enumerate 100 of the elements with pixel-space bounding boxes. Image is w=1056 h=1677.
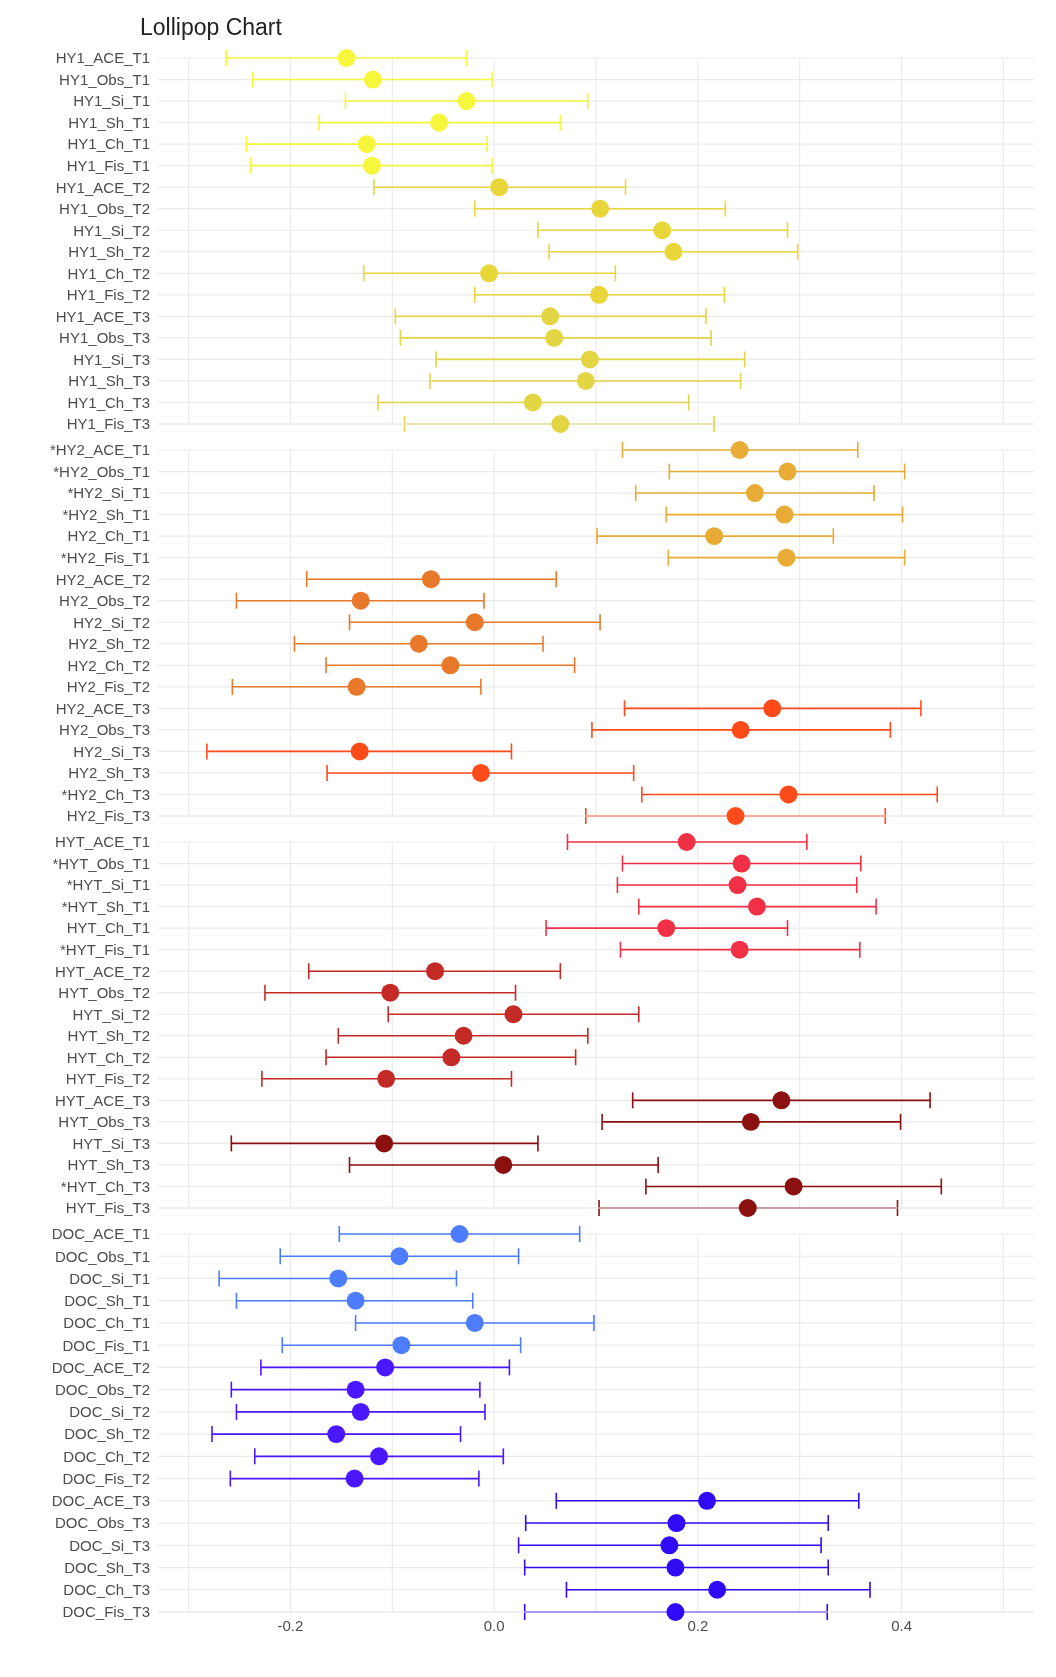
y-tick-label: DOC_Sh_T2 bbox=[64, 1425, 150, 1443]
y-tick-label: HY1_Obs_T3 bbox=[59, 329, 150, 347]
point bbox=[551, 415, 570, 433]
y-tick-label: HY2_Ch_T1 bbox=[67, 527, 150, 545]
x-tick-label: 0.2 bbox=[687, 1616, 709, 1634]
y-tick-label: *HY2_Fis_T1 bbox=[60, 548, 150, 566]
point bbox=[730, 940, 749, 959]
point bbox=[351, 591, 370, 610]
y-tick-label: DOC_ACE_T2 bbox=[51, 1358, 150, 1376]
point bbox=[591, 199, 610, 218]
y-tick-label: HYT_ACE_T1 bbox=[54, 833, 150, 851]
y-tick-label: DOC_ACE_T3 bbox=[51, 1492, 150, 1510]
y-tick-label: HY2_Si_T2 bbox=[73, 613, 150, 631]
y-tick-label: HY2_Fis_T2 bbox=[66, 678, 150, 696]
chart-title: Lollipop Chart bbox=[139, 13, 283, 42]
x-tick-label: 0.0 bbox=[483, 1616, 505, 1634]
point bbox=[450, 1225, 469, 1243]
y-tick-label: DOC_Ch_T1 bbox=[63, 1314, 150, 1332]
y-tick-label: *HYT_Obs_T1 bbox=[52, 854, 150, 872]
point bbox=[726, 807, 745, 825]
y-tick-label: HY1_Fis_T2 bbox=[66, 286, 150, 304]
point bbox=[660, 1536, 679, 1555]
y-tick-label: HYT_Obs_T3 bbox=[58, 1113, 150, 1131]
y-tick-label: HY2_Obs_T3 bbox=[59, 721, 150, 739]
point bbox=[351, 1402, 370, 1421]
y-tick-label: *HYT_Fis_T1 bbox=[59, 940, 150, 958]
y-tick-label: HY1_Ch_T2 bbox=[67, 264, 150, 282]
point bbox=[471, 763, 490, 782]
point bbox=[390, 1247, 409, 1266]
point bbox=[375, 1134, 394, 1153]
y-tick-label: *HYT_Sh_T1 bbox=[61, 897, 150, 915]
point bbox=[329, 1269, 348, 1288]
point bbox=[763, 699, 782, 718]
point bbox=[653, 221, 672, 240]
point bbox=[465, 613, 484, 632]
y-tick-label: DOC_Sh_T1 bbox=[64, 1292, 150, 1310]
x-tick-label: 0.4 bbox=[891, 1616, 913, 1634]
y-tick-label: HY1_ACE_T1 bbox=[55, 49, 150, 67]
point bbox=[545, 328, 564, 347]
y-tick-label: DOC_ACE_T1 bbox=[51, 1225, 150, 1243]
y-tick-label: HYT_Sh_T3 bbox=[67, 1156, 150, 1174]
y-tick-label: DOC_Fis_T3 bbox=[62, 1603, 150, 1621]
point bbox=[346, 1291, 365, 1310]
point bbox=[465, 1313, 484, 1332]
point bbox=[409, 634, 428, 653]
y-tick-label: HY2_Obs_T2 bbox=[59, 592, 150, 610]
point bbox=[730, 441, 749, 459]
y-tick-label: HY1_Si_T3 bbox=[73, 350, 150, 368]
point bbox=[441, 656, 460, 675]
y-tick-label: *HYT_Ch_T3 bbox=[60, 1177, 150, 1195]
point bbox=[775, 505, 794, 524]
point bbox=[741, 1112, 760, 1131]
y-tick-label: DOC_Si_T3 bbox=[69, 1536, 150, 1554]
y-tick-label: DOC_Si_T1 bbox=[69, 1269, 150, 1287]
point bbox=[778, 462, 797, 481]
y-tick-label: DOC_Ch_T3 bbox=[63, 1581, 150, 1599]
point bbox=[731, 720, 750, 739]
y-tick-label: HYT_Sh_T2 bbox=[67, 1027, 150, 1045]
point bbox=[590, 285, 609, 304]
x-tick-label: -0.2 bbox=[277, 1616, 304, 1634]
y-tick-label: HYT_Si_T2 bbox=[72, 1005, 150, 1023]
point bbox=[666, 1603, 685, 1621]
point bbox=[426, 962, 445, 981]
y-tick-label: DOC_Obs_T2 bbox=[54, 1380, 150, 1398]
y-tick-label: HYT_Fis_T2 bbox=[65, 1070, 150, 1088]
point bbox=[523, 393, 542, 412]
y-tick-label: HY1_Ch_T1 bbox=[67, 135, 150, 153]
point bbox=[480, 264, 499, 283]
y-tick-label: HY2_Fis_T3 bbox=[66, 807, 150, 825]
point bbox=[345, 1469, 364, 1488]
point bbox=[657, 919, 676, 938]
point bbox=[745, 484, 764, 503]
point bbox=[381, 983, 400, 1002]
y-tick-label: *HYT_Si_T1 bbox=[66, 876, 150, 894]
point bbox=[442, 1048, 461, 1067]
point bbox=[738, 1199, 757, 1217]
y-tick-label: *HY2_ACE_T1 bbox=[49, 441, 150, 459]
y-tick-label: HYT_Ch_T2 bbox=[66, 1048, 150, 1066]
point bbox=[784, 1177, 803, 1196]
y-tick-label: *HY2_Si_T1 bbox=[67, 484, 150, 502]
y-tick-label: HYT_Si_T3 bbox=[72, 1134, 150, 1152]
y-tick-label: HY1_Obs_T2 bbox=[59, 200, 150, 218]
y-tick-label: HY2_ACE_T2 bbox=[55, 570, 150, 588]
point bbox=[327, 1425, 346, 1444]
y-tick-label: *HY2_Sh_T1 bbox=[62, 505, 150, 523]
y-tick-label: HYT_Fis_T3 bbox=[65, 1199, 150, 1217]
y-tick-label: HY2_Sh_T3 bbox=[68, 764, 150, 782]
point bbox=[392, 1336, 411, 1355]
y-tick-label: HY2_Sh_T2 bbox=[68, 635, 150, 653]
point bbox=[732, 854, 751, 873]
y-tick-label: HY1_ACE_T2 bbox=[55, 178, 150, 196]
y-tick-label: HYT_Obs_T2 bbox=[58, 984, 150, 1002]
point bbox=[705, 527, 724, 546]
point bbox=[667, 1514, 686, 1533]
point bbox=[677, 833, 696, 851]
point bbox=[362, 156, 381, 175]
point bbox=[728, 876, 747, 895]
y-tick-label: HY1_Sh_T2 bbox=[68, 243, 150, 261]
point bbox=[337, 49, 356, 67]
point bbox=[377, 1069, 396, 1088]
